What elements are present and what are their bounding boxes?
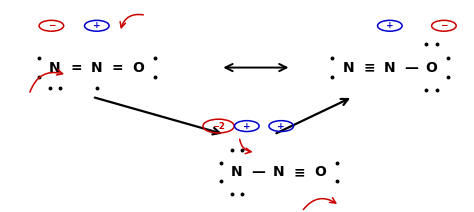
Text: ≡: ≡ [363,61,375,75]
Text: +: + [277,121,285,131]
Text: N: N [91,61,103,75]
Text: =: = [112,61,124,75]
Text: O: O [426,61,438,75]
Text: N: N [49,61,61,75]
Text: O: O [315,165,327,179]
Text: —: — [251,165,265,179]
Text: +: + [93,21,100,30]
Text: −2: −2 [212,121,225,131]
Text: N: N [384,61,396,75]
Text: N: N [273,165,284,179]
Text: —: — [404,61,418,75]
Text: −: − [47,21,55,30]
Text: +: + [386,21,393,30]
Text: =: = [70,61,82,75]
Text: N: N [231,165,243,179]
Text: −: − [440,21,447,30]
Text: O: O [133,61,145,75]
Text: N: N [342,61,354,75]
Text: +: + [243,121,251,131]
Text: ≡: ≡ [294,165,305,179]
